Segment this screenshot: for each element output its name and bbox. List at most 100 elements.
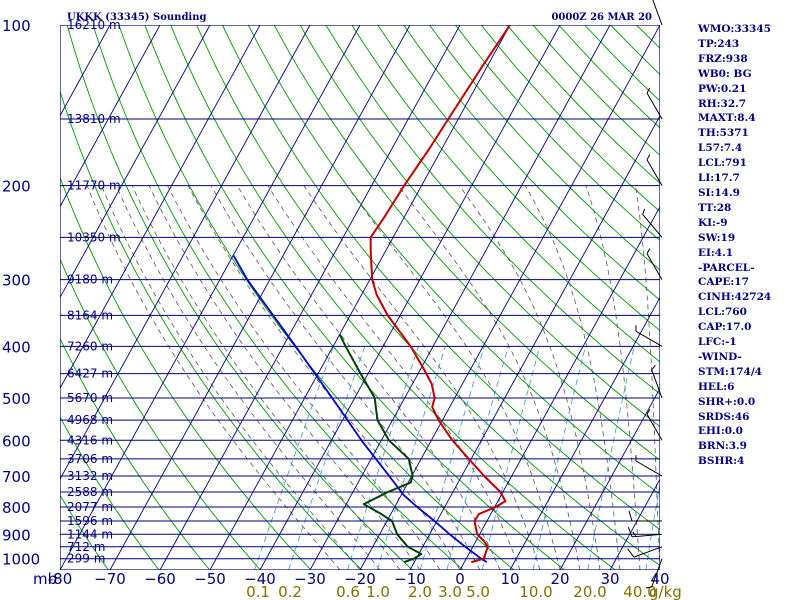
index-value: LFC:-1 (698, 336, 737, 349)
dry-adiabat (66, 25, 413, 570)
wind-barb-staff (651, 558, 663, 588)
moist-adiabat (100, 185, 361, 570)
mixing-ratio-line (419, 346, 485, 570)
index-value: KI:-9 (698, 216, 728, 229)
index-value: LCL:791 (698, 157, 747, 170)
dry-adiabat (144, 25, 565, 570)
moist-adiabat (267, 185, 521, 570)
isotherm (359, 25, 660, 570)
wind-barb-flag (646, 154, 651, 160)
dry-adiabat (92, 25, 464, 570)
index-value: CAPE:17 (698, 276, 749, 289)
temperature-tick-label: −70 (94, 570, 126, 588)
wind-barb-staff (642, 214, 663, 238)
index-value: WB0: BG (698, 67, 752, 80)
isotherm (60, 25, 311, 481)
height-label: 8164 m (67, 308, 113, 322)
pressure-tick-label: 600 (2, 432, 31, 450)
dry-adiabat (118, 25, 515, 570)
temperature-tick-label: 20 (550, 570, 569, 588)
height-label: 1596 m (67, 514, 113, 528)
temperature-tick-label: 30 (600, 570, 619, 588)
dry-adiabat (221, 25, 660, 531)
index-value: LCL:760 (698, 306, 747, 319)
wind-barb-flag (642, 208, 646, 215)
wind-barb-staff (651, 369, 663, 399)
moist-adiabat (210, 185, 481, 570)
wind-barb (635, 325, 663, 347)
dry-adiabat (403, 25, 660, 301)
temperature-tick-label: −50 (194, 570, 226, 588)
wind-barb (645, 558, 663, 589)
isotherm (60, 25, 61, 26)
wind-barb (627, 527, 663, 538)
dry-adiabat (60, 494, 109, 570)
profile-layer (232, 25, 511, 564)
isotherm (60, 25, 261, 390)
temperature-tick-label: 40 (650, 570, 669, 588)
temperature-tick-label: −60 (144, 570, 176, 588)
height-label: 10350 m (67, 230, 121, 244)
index-value: TT:28 (698, 201, 732, 214)
wind-barb (628, 510, 663, 522)
dry-adiabat (60, 176, 312, 570)
mixing-ratio-line (376, 346, 446, 570)
dry-adiabat (60, 89, 363, 570)
parcel-path-line (232, 254, 488, 563)
mixing-ratio-label: 0.1 (246, 583, 270, 600)
wind-barb-flag (645, 586, 652, 589)
temperature-tick-label: 0 (455, 570, 465, 588)
isotherm (159, 25, 461, 570)
temperature-tick-label: -80 (48, 570, 73, 588)
mixing-ratio-line (446, 346, 509, 570)
pressure-unit-label: mb (33, 570, 57, 588)
wind-barb-staff (646, 414, 663, 441)
dry-adiabat (377, 25, 660, 332)
wind-barb-flag (646, 248, 651, 254)
index-value: SW:19 (698, 231, 736, 244)
dry-adiabat (247, 25, 660, 495)
moist-adiabat (167, 185, 441, 570)
height-label: 3706 m (67, 452, 113, 466)
index-value: SHR+:0.0 (698, 395, 756, 408)
wind-barb (627, 546, 663, 558)
mixing-ratio-label: 10.0 (519, 583, 552, 600)
index-value: EHI:0.0 (698, 425, 743, 438)
wind-barb-flag (628, 510, 633, 522)
mixing-ratio-label: 1.0 (366, 583, 390, 600)
pressure-tick-label: 300 (2, 272, 31, 290)
height-label: 2077 m (67, 500, 113, 514)
temperature-tick-label: −40 (244, 570, 276, 588)
moist-adiabat (115, 185, 381, 570)
moist-adiabat (237, 185, 501, 570)
wind-barb (635, 455, 663, 477)
moist-adiabat (148, 185, 421, 570)
isotherm (409, 114, 660, 570)
dry-adiabat (170, 25, 616, 570)
dry-adiabat (299, 25, 660, 428)
index-value: RH:32.7 (698, 97, 747, 110)
height-label: 3132 m (67, 469, 113, 483)
wind-barb-staff (646, 253, 663, 280)
index-value: MAXT:8.4 (698, 112, 756, 125)
valid-time: 0000Z 26 MAR 20 (551, 12, 652, 23)
moist-adiabat (346, 185, 561, 570)
station-title: UKKK (33345) Sounding (67, 12, 207, 23)
index-value: LI:17.7 (698, 172, 740, 185)
wind-barb-flag (651, 364, 656, 371)
wind-barb (651, 364, 663, 399)
mixing-ratio-line (481, 346, 541, 570)
wind-barb-staff (646, 92, 663, 120)
mixing-ratio-line (254, 346, 334, 570)
pressure-tick-label: 900 (2, 526, 31, 544)
isotherm (309, 25, 611, 570)
height-label: 16210 m (67, 18, 121, 32)
index-value: PW:0.21 (698, 82, 747, 95)
wind-barb-staff (633, 546, 663, 558)
wind-barb (652, 0, 663, 26)
wind-barb-staff (635, 460, 663, 477)
height-label: 4316 m (67, 433, 113, 447)
temperature-tick-label: −20 (344, 570, 376, 588)
pressure-tick-label: 100 (2, 17, 31, 35)
